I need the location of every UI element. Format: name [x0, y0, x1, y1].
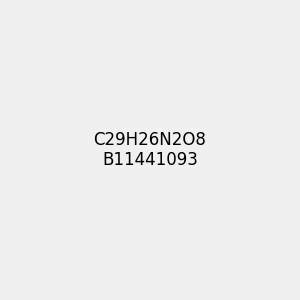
Text: C29H26N2O8
B11441093: C29H26N2O8 B11441093 — [94, 130, 206, 170]
